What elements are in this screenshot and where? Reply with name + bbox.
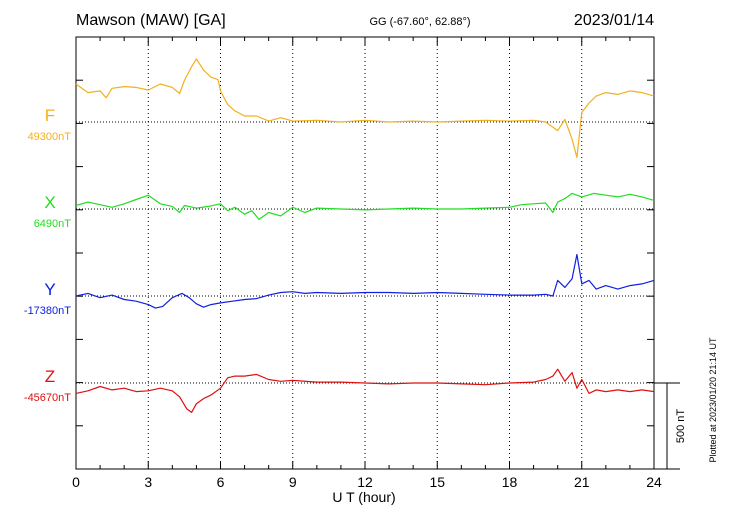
plot-area: 0 3 6 9 12 15 18 21 24 F 49300nT X 6490nT Y -17380nT Z -…	[24, 36, 662, 490]
x-tick-label: 0	[72, 474, 80, 490]
x-tick-label: 15	[429, 474, 445, 490]
x-tick-label: 24	[646, 474, 662, 490]
series-line-y	[75, 253, 655, 309]
series-line-z	[75, 368, 655, 413]
chart-date: 2023/01/14	[574, 12, 654, 29]
baseline-label-z: -45670nT	[24, 392, 71, 404]
scale-bar: 500 nT	[654, 382, 687, 470]
baseline-label-y: -17380nT	[24, 305, 71, 317]
series-name-z: Z	[45, 367, 55, 386]
baseline-label-x: 6490nT	[34, 218, 72, 230]
x-tick-label: 9	[289, 474, 297, 490]
baseline-label-f: 49300nT	[28, 131, 72, 143]
x-tick-label: 3	[144, 474, 152, 490]
plotted-timestamp: Plotted at 2023/01/20 21:14 UT	[708, 337, 718, 463]
series-name-x: X	[44, 193, 55, 212]
series-line-f	[75, 58, 655, 158]
series-name-f: F	[45, 106, 55, 125]
station-title: Mawson (MAW) [GA]	[76, 12, 226, 29]
x-tick-label: 6	[217, 474, 225, 490]
series-name-y: Y	[44, 280, 55, 299]
series-line-x	[75, 192, 655, 220]
x-tick-label: 18	[502, 474, 518, 490]
x-tick-label: 12	[357, 474, 373, 490]
x-tick-label: 21	[574, 474, 590, 490]
x-axis-label: U T (hour)	[332, 489, 395, 505]
scale-bar-label: 500 nT	[675, 409, 687, 444]
geographic-coords: GG (-67.60°, 62.88°)	[369, 16, 470, 28]
